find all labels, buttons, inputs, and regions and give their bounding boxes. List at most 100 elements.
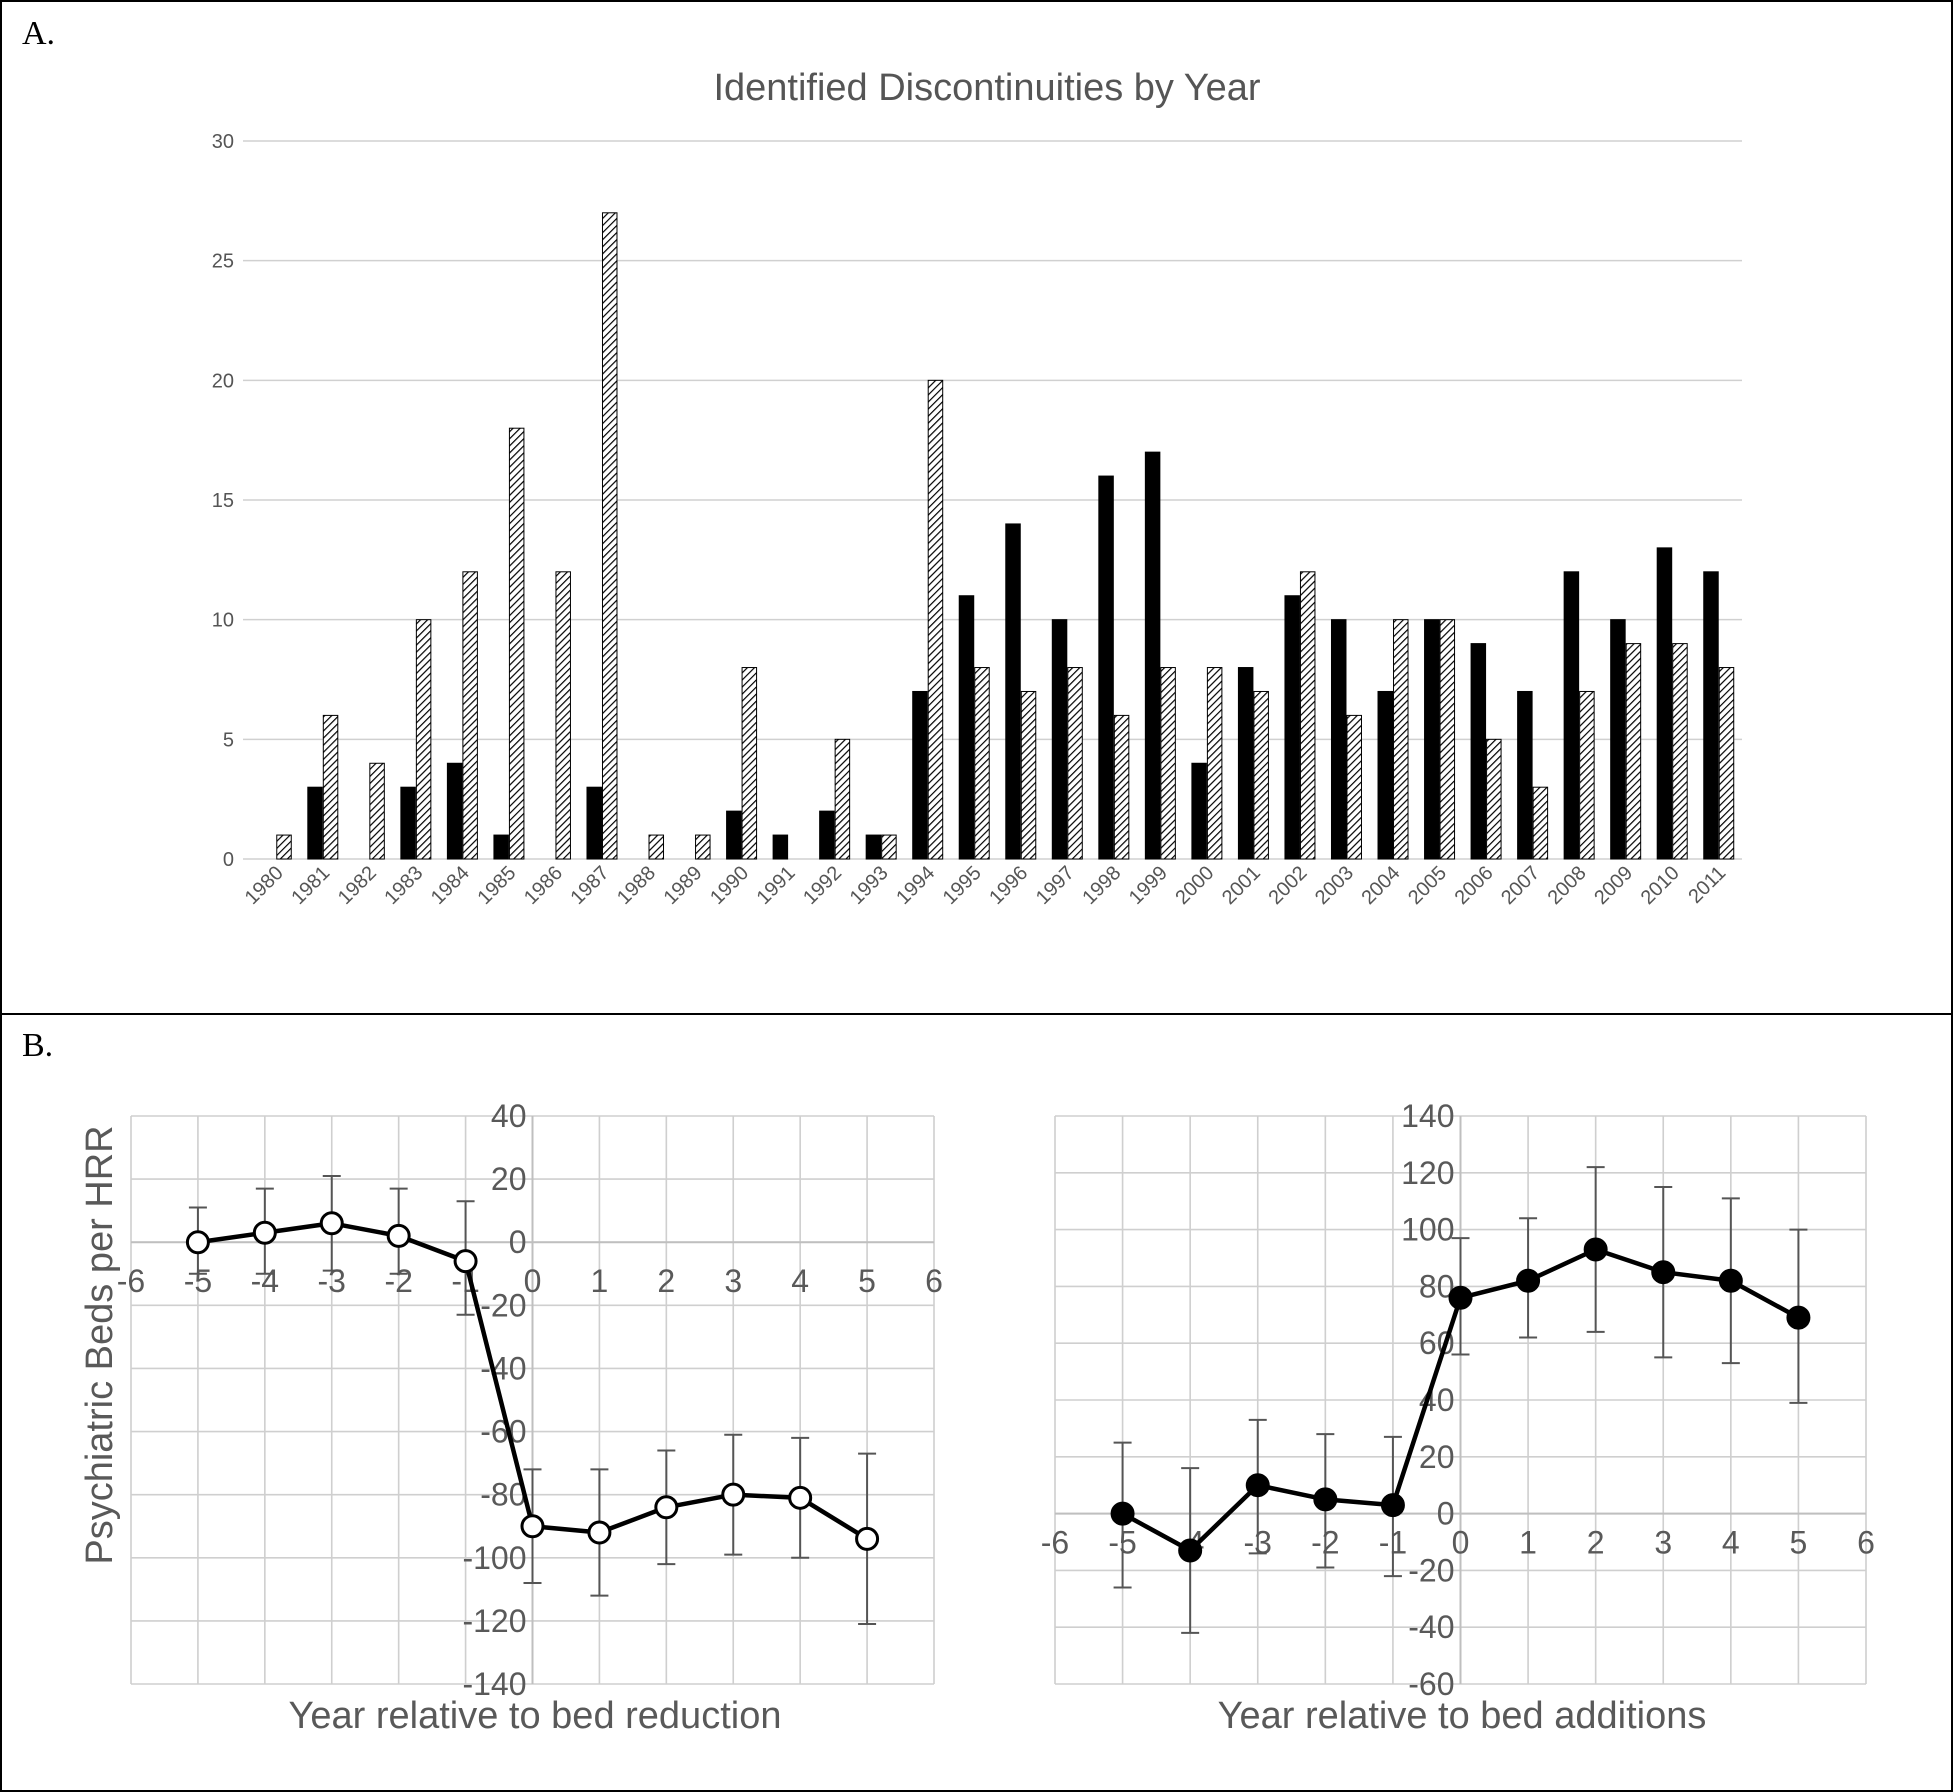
chart-b-left-x-tick-label: 6 bbox=[925, 1263, 943, 1299]
bar-hatched bbox=[1206, 667, 1223, 860]
chart-b-right-y-tick-label: -40 bbox=[1408, 1609, 1454, 1645]
chart-b-right-x-tick-label: 0 bbox=[1452, 1525, 1470, 1561]
chart-a-x-tick-label: 1985 bbox=[473, 862, 520, 909]
panel-a-frame bbox=[0, 0, 1953, 1015]
bar-solid bbox=[1377, 690, 1394, 860]
bar-hatched bbox=[1299, 571, 1316, 860]
chart-a-x-tick-label: 2008 bbox=[1544, 862, 1591, 909]
bar-solid bbox=[1191, 762, 1207, 860]
chart-b-right-y-tick-label: 100 bbox=[1401, 1212, 1454, 1248]
chart-a-x-tick-label: 1982 bbox=[334, 862, 381, 909]
chart-b-right-y-tick-label: -60 bbox=[1408, 1666, 1454, 1702]
chart-b-left-data-point bbox=[453, 1249, 478, 1274]
chart-b-left-data-point bbox=[185, 1230, 210, 1255]
bar-solid bbox=[400, 786, 416, 860]
chart-b-right-data-point bbox=[1651, 1260, 1676, 1285]
chart-b-left-data-point bbox=[386, 1223, 411, 1248]
bar-hatched bbox=[695, 834, 711, 860]
bar-solid bbox=[1703, 571, 1719, 860]
bar-solid bbox=[772, 834, 789, 860]
chart-b-left-data-point bbox=[319, 1211, 344, 1236]
chart-b-left-y-tick-label: 40 bbox=[491, 1098, 527, 1134]
chart-b-left-data-point bbox=[252, 1220, 277, 1245]
chart-a-x-tick-label: 1981 bbox=[287, 862, 334, 909]
chart-b-left-data-point bbox=[855, 1526, 880, 1551]
chart-a-x-tick-label: 2006 bbox=[1451, 862, 1498, 909]
chart-b-left-data-point bbox=[520, 1514, 545, 1539]
chart-a-x-tick-label: 2003 bbox=[1311, 862, 1358, 909]
chart-a-x-tick-label: 2002 bbox=[1264, 862, 1311, 909]
chart-b-left-y-tick-label: -80 bbox=[480, 1477, 526, 1513]
chart-a-x-tick-label: 1990 bbox=[706, 862, 753, 909]
panel-a-label: A. bbox=[22, 15, 55, 52]
chart-b-left-y-tick-label: -120 bbox=[462, 1603, 526, 1639]
bar-solid bbox=[912, 690, 928, 860]
chart-b-right-y-tick-label: -20 bbox=[1408, 1552, 1454, 1588]
chart-b-right-x-tick-label: -6 bbox=[1041, 1525, 1069, 1561]
chart-a-x-tick-label: 2000 bbox=[1171, 862, 1218, 909]
bar-solid bbox=[1330, 619, 1347, 860]
bar-hatched bbox=[1067, 667, 1083, 860]
chart-a-y-ticks: 0 5 10 15 20 25 30 bbox=[212, 131, 234, 871]
bar-hatched bbox=[1253, 690, 1269, 860]
bar-hatched bbox=[1532, 786, 1549, 860]
chart-b-right-data-point bbox=[1516, 1268, 1541, 1293]
chart-a-x-tick-label: 1988 bbox=[613, 862, 660, 909]
chart-a-x-tick-label: 2011 bbox=[1684, 862, 1730, 908]
chart-a-bars bbox=[276, 212, 1735, 860]
chart-b-right-data-point bbox=[1718, 1268, 1743, 1293]
chart-b-right-data-point bbox=[1583, 1237, 1608, 1262]
chart-a-x-ticks: 1980 1981 1982 1983 1984 1985 1986 1987 1988 1989… bbox=[241, 862, 1730, 909]
panel-b-label: B. bbox=[22, 1027, 53, 1064]
chart-b-left-x-tick-label: 1 bbox=[591, 1263, 609, 1299]
chart-b-left-data-point bbox=[654, 1495, 679, 1520]
chart-b-left-x-title: Year relative to bed reduction bbox=[289, 1695, 782, 1737]
bar-hatched bbox=[1439, 619, 1456, 860]
chart-a-x-tick-label: 1998 bbox=[1078, 862, 1125, 909]
bar-solid bbox=[1563, 571, 1580, 860]
chart-b-left-x-tick-label: 4 bbox=[791, 1263, 809, 1299]
chart-b-right-x-tick-label: 3 bbox=[1654, 1525, 1672, 1561]
bar-solid bbox=[1144, 451, 1161, 860]
bar-solid bbox=[958, 595, 975, 860]
chart-a-x-tick-label: 2001 bbox=[1218, 862, 1265, 909]
bar-hatched bbox=[369, 762, 385, 860]
bar-solid bbox=[307, 786, 323, 860]
chart-b-right-data-point bbox=[1380, 1493, 1405, 1518]
chart-b-right-x-tick-label: 6 bbox=[1857, 1525, 1875, 1561]
bar-hatched bbox=[601, 212, 618, 860]
bar-hatched bbox=[1020, 690, 1037, 860]
bar-hatched bbox=[462, 571, 478, 860]
bar-hatched bbox=[834, 738, 851, 860]
chart-b-left-x-tick-label: 2 bbox=[657, 1263, 675, 1299]
chart-a-x-tick-label: 1994 bbox=[892, 862, 939, 909]
bar-hatched bbox=[1346, 714, 1362, 860]
bar-hatched bbox=[1393, 619, 1409, 860]
chart-b-left-data-point bbox=[721, 1482, 746, 1507]
bar-hatched bbox=[927, 379, 944, 860]
chart-a-x-tick-label: 1991 bbox=[753, 862, 800, 909]
chart-b-left-x-tick-label: 0 bbox=[524, 1263, 542, 1299]
chart-a-y-tick-label: 15 bbox=[212, 490, 234, 512]
bar-solid bbox=[1470, 643, 1487, 860]
chart-b-left-y-tick-label: -140 bbox=[462, 1666, 526, 1702]
chart-a-x-tick-label: 2009 bbox=[1590, 862, 1637, 909]
bar-solid bbox=[1005, 523, 1021, 860]
chart-b-left-y-tick-label: -20 bbox=[480, 1287, 526, 1323]
chart-b-right-data-point bbox=[1786, 1305, 1811, 1330]
panel-b-frame bbox=[0, 1013, 1953, 1792]
chart-a-x-tick-label: 1995 bbox=[939, 862, 986, 909]
bar-hatched bbox=[415, 619, 432, 860]
chart-b-right-y-tick-label: 120 bbox=[1401, 1155, 1454, 1191]
chart-b-right-data-point bbox=[1313, 1487, 1338, 1512]
chart-a-y-tick-label: 30 bbox=[212, 131, 234, 153]
chart-b-left-y-tick-label: 0 bbox=[509, 1224, 527, 1260]
chart-a-x-tick-label: 2007 bbox=[1497, 862, 1544, 909]
chart-a-x-tick-label: 2005 bbox=[1404, 862, 1451, 909]
bar-hatched bbox=[1113, 714, 1130, 860]
chart-a-x-tick-label: 1992 bbox=[799, 862, 846, 909]
chart-b-right: -60-40-20020406080100120140-6-5-4-3-2-10… bbox=[1041, 1098, 1875, 1702]
chart-b-right-y-tick-label: 0 bbox=[1437, 1496, 1455, 1532]
